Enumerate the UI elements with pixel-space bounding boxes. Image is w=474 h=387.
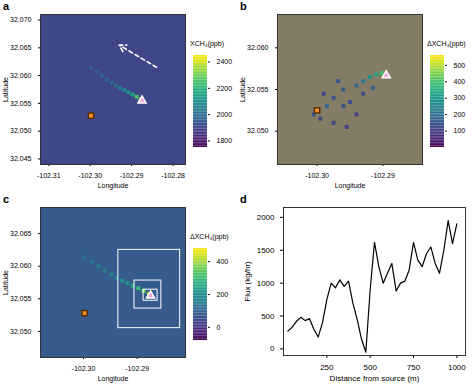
svg-text:32.065: 32.065 (10, 230, 32, 237)
svg-text:1000: 1000 (448, 363, 466, 372)
svg-text:500: 500 (454, 62, 466, 69)
svg-text:500: 500 (363, 363, 377, 372)
svg-text:Flux (kg/hr): Flux (kg/hr) (243, 261, 252, 302)
svg-text:32.070: 32.070 (10, 16, 32, 23)
svg-text:Longitude: Longitude (98, 375, 129, 383)
svg-text:32.050: 32.050 (10, 328, 32, 335)
html-text:c: c (3, 193, 10, 205)
html-text:a: a (3, 0, 10, 12)
html-text:ΔXCH₄(ppb): ΔXCH₄(ppb) (190, 233, 229, 240)
svg-text:1500: 1500 (257, 246, 275, 255)
svg-text:Longitude: Longitude (335, 182, 366, 190)
svg-text:32.050: 32.050 (10, 127, 32, 134)
svg-text:Distance from source (m): Distance from source (m) (330, 374, 420, 383)
svg-text:0: 0 (270, 344, 275, 353)
svg-text:-102.29: -102.29 (371, 172, 395, 179)
svg-text:2000: 2000 (257, 213, 275, 222)
svg-text:32.060: 32.060 (247, 44, 269, 51)
svg-text:32.050: 32.050 (247, 127, 269, 134)
svg-text:-102.31: -102.31 (37, 172, 61, 179)
svg-text:32.060: 32.060 (10, 262, 32, 269)
svg-text:2000: 2000 (217, 111, 233, 118)
svg-text:Latitude: Latitude (239, 77, 246, 102)
svg-text:32.055: 32.055 (247, 86, 269, 93)
svg-text:2400: 2400 (217, 58, 233, 65)
html-text:XCH₄(ppb): XCH₄(ppb) (190, 40, 224, 47)
svg-text:Longitude: Longitude (98, 182, 129, 190)
svg-text:32.045: 32.045 (10, 155, 32, 162)
svg-text:2200: 2200 (217, 85, 233, 92)
svg-text:200: 200 (454, 111, 466, 118)
svg-text:400: 400 (454, 78, 466, 85)
svg-text:250: 250 (320, 363, 334, 372)
svg-text:750: 750 (407, 363, 421, 372)
html-text:b: b (240, 0, 247, 12)
html-text:d: d (240, 193, 247, 205)
svg-text:-102.29: -102.29 (120, 172, 144, 179)
svg-text:32.060: 32.060 (10, 72, 32, 79)
svg-text:500: 500 (261, 312, 275, 321)
svg-text:300: 300 (454, 94, 466, 101)
svg-text:32.055: 32.055 (10, 100, 32, 107)
svg-text:400: 400 (217, 258, 229, 265)
svg-text:0: 0 (217, 324, 221, 331)
svg-text:-102.29: -102.29 (125, 365, 149, 372)
svg-text:-102.28: -102.28 (161, 172, 185, 179)
svg-text:Latitude: Latitude (2, 77, 9, 102)
html-text:ΔXCH₄(ppb): ΔXCH₄(ppb) (427, 40, 466, 47)
svg-text:Latitude: Latitude (2, 270, 9, 295)
svg-text:1000: 1000 (257, 279, 275, 288)
svg-text:-102.30: -102.30 (305, 172, 329, 179)
svg-text:200: 200 (217, 291, 229, 298)
svg-text:100: 100 (454, 127, 466, 134)
svg-text:32.055: 32.055 (10, 295, 32, 302)
svg-text:-102.30: -102.30 (78, 172, 102, 179)
svg-text:32.065: 32.065 (10, 44, 32, 51)
svg-text:1800: 1800 (217, 137, 233, 144)
svg-text:-102.30: -102.30 (72, 365, 96, 372)
